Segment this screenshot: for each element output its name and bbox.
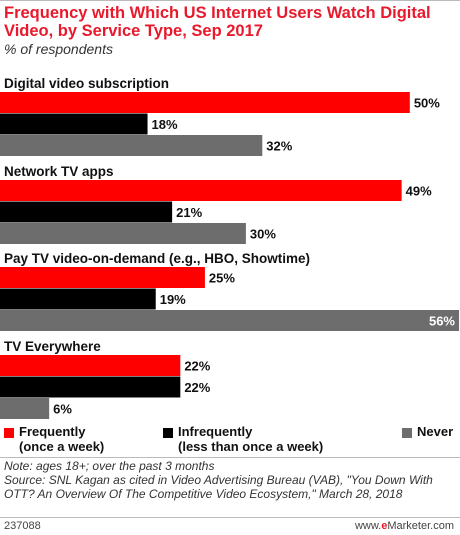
- chart-notes: Note: ages 18+; over the past 3 months S…: [4, 459, 454, 501]
- bar: [0, 135, 263, 156]
- data-label: 22%: [184, 359, 210, 374]
- data-label: 25%: [209, 271, 235, 286]
- legend-swatch: [4, 428, 14, 438]
- bar-chart: Digital video subscription 50% 18% 32% Netwo…: [0, 76, 459, 419]
- bar: [0, 223, 246, 244]
- data-label: 56%: [429, 314, 455, 329]
- category-label: Network TV apps: [4, 164, 114, 179]
- footer-rule: [0, 517, 460, 518]
- note-rule: [0, 457, 460, 458]
- legend-label: Frequently (once a week): [19, 424, 105, 454]
- legend-item: Never: [402, 424, 453, 439]
- data-label: 22%: [184, 380, 210, 395]
- emarketer-logo: www.eMarketer.com: [355, 520, 454, 532]
- bar: [0, 398, 50, 419]
- bar: [0, 310, 459, 331]
- data-label: 50%: [414, 96, 440, 111]
- bar: [0, 113, 148, 135]
- data-label: 6%: [53, 402, 72, 417]
- chart-id: 237088: [4, 520, 41, 532]
- bar: [0, 288, 156, 310]
- data-label: 18%: [152, 117, 178, 132]
- top-rule: [0, 0, 460, 1]
- brand-suffix: Marketer.com: [387, 520, 454, 532]
- legend-label: Never: [417, 424, 454, 439]
- data-label: 32%: [266, 139, 292, 154]
- legend-item: Infrequently (less than once a week): [163, 424, 323, 454]
- legend-swatch: [402, 428, 412, 438]
- category-label: Pay TV video-on-demand (e.g., HBO, Showt…: [4, 251, 310, 266]
- brand-prefix: www.: [354, 520, 382, 532]
- data-label: 49%: [406, 184, 432, 199]
- brand-e: e: [381, 520, 388, 532]
- data-label: 21%: [176, 205, 202, 220]
- chart-title: Frequency with Which US Internet Users W…: [4, 4, 431, 40]
- legend-item: Frequently (once a week): [4, 424, 104, 454]
- bar: [0, 267, 205, 288]
- bar: [0, 201, 173, 223]
- bar: [0, 376, 181, 398]
- note-text: Note: ages 18+; over the past 3 months: [4, 459, 215, 473]
- bar: [0, 92, 410, 113]
- bar: [0, 355, 181, 376]
- legend-swatch: [163, 428, 173, 438]
- category-label: Digital video subscription: [4, 76, 169, 91]
- source-text: Source: SNL Kagan as cited in Video Adve…: [4, 473, 433, 501]
- data-label: 19%: [160, 292, 186, 307]
- legend-label: Infrequently (less than once a week): [178, 424, 324, 454]
- category-label: TV Everywhere: [4, 339, 101, 354]
- chart-subtitle: % of respondents: [4, 41, 113, 57]
- data-label: 30%: [250, 227, 276, 242]
- chart-legend: Frequently (once a week) Infrequently (less…: [0, 424, 460, 456]
- bar: [0, 180, 402, 201]
